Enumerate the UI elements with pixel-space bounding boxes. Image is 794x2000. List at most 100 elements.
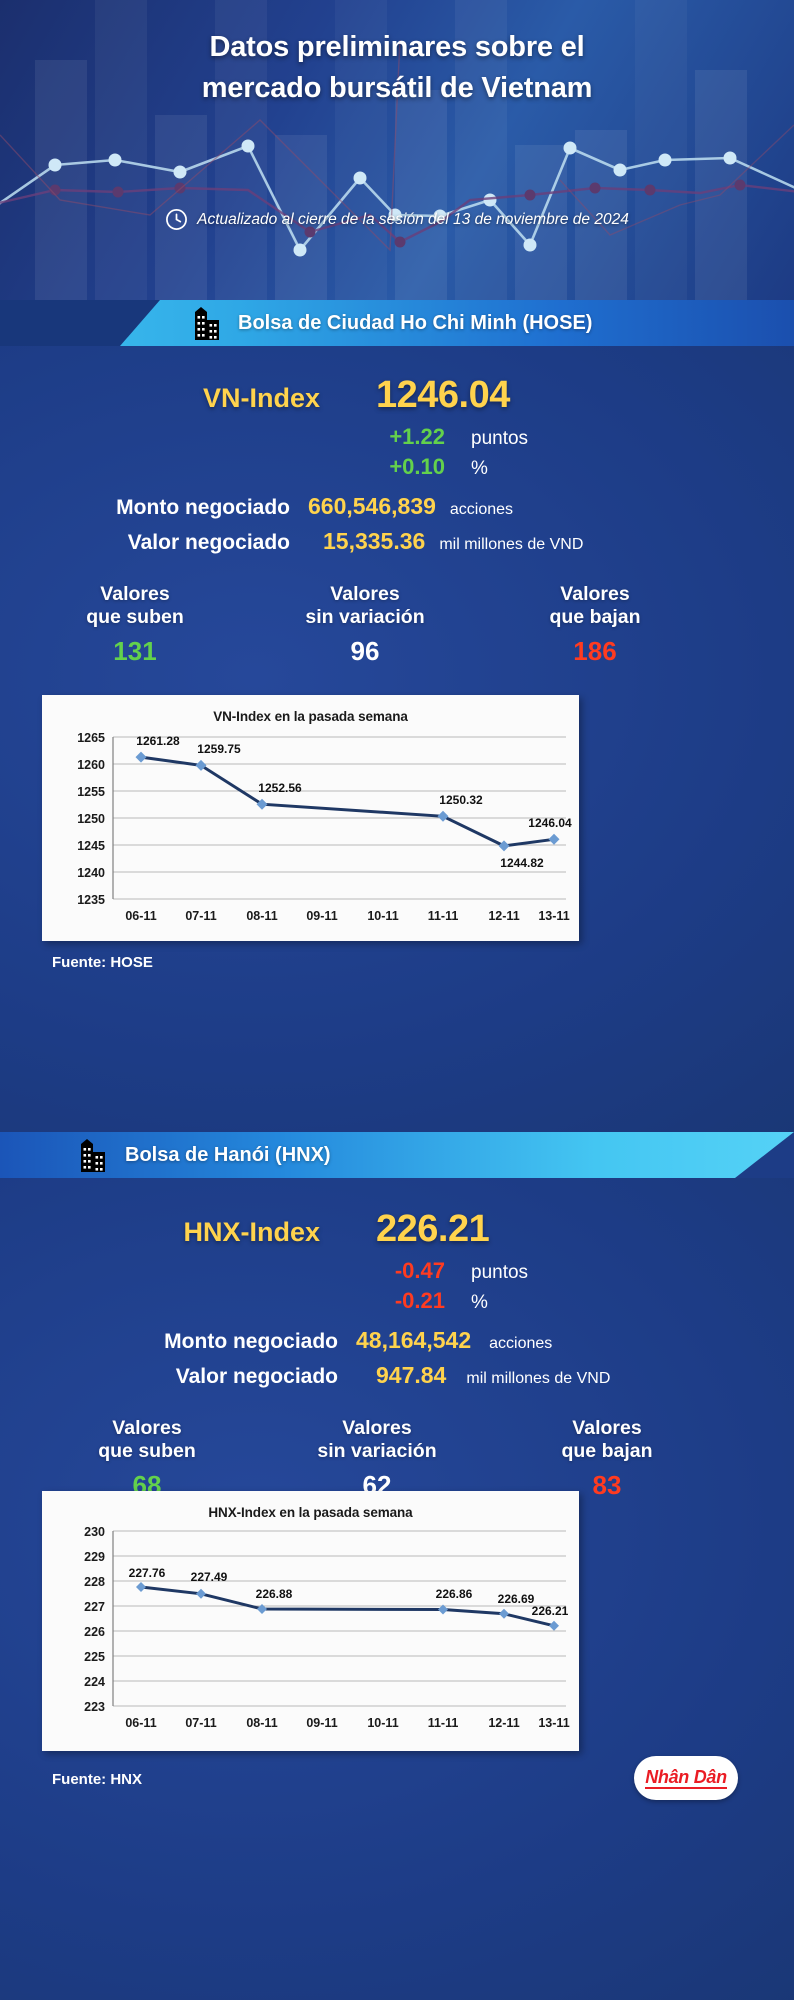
updated-text: Actualizado al cierre de la sesión del 1…: [197, 210, 629, 228]
hose-change-percent: +0.10: [389, 454, 445, 479]
svg-text:227.76: 227.76: [129, 1566, 166, 1580]
banner-label-hose: Bolsa de Ciudad Ho Chi Minh (HOSE): [238, 311, 593, 334]
svg-text:1265: 1265: [77, 731, 105, 745]
hose-change-points: +1.22: [389, 424, 445, 449]
svg-text:226: 226: [84, 1625, 105, 1639]
hnx-breadth-declining-label-1: Valores: [572, 1417, 642, 1439]
svg-text:226.21: 226.21: [532, 1604, 569, 1618]
hose-breadth: Valores que suben 131 Valores sin variac…: [20, 583, 710, 667]
svg-text:1246.04: 1246.04: [528, 816, 572, 830]
svg-text:11-11: 11-11: [428, 1716, 459, 1730]
page-title-line1: Datos preliminares sobre el: [209, 31, 585, 63]
svg-text:06-11: 06-11: [125, 1716, 156, 1730]
clock-icon: [166, 209, 188, 230]
svg-text:06-11: 06-11: [125, 909, 156, 923]
hose-value-label: Valor negociado: [127, 531, 290, 554]
svg-text:13-11: 13-11: [538, 909, 569, 923]
hnx-breadth-declining-value: 83: [592, 1469, 622, 1500]
svg-text:1260: 1260: [77, 758, 105, 772]
hose-change-points-unit: puntos: [471, 428, 529, 449]
svg-text:12-11: 12-11: [488, 1716, 519, 1730]
hnx-change-percent: -0.21: [394, 1288, 445, 1313]
svg-text:09-11: 09-11: [306, 909, 337, 923]
hnx-volume-label: Monto negociado: [164, 1330, 338, 1353]
svg-text:223: 223: [84, 1700, 105, 1714]
hnx-breadth-unchanged-label-1: Valores: [342, 1417, 412, 1439]
hose-index-headline: VN-Index 1246.04: [0, 374, 640, 417]
svg-text:1252.56: 1252.56: [258, 781, 302, 795]
hnx-breadth-unchanged: Valores sin variación 62: [262, 1417, 492, 1501]
svg-text:08-11: 08-11: [246, 1716, 277, 1730]
hose-change-points-row: +1.22 puntos: [0, 424, 640, 450]
svg-text:13-11: 13-11: [538, 1716, 569, 1730]
hose-value-value: 15,335.36: [323, 528, 426, 554]
svg-text:228: 228: [84, 1575, 105, 1589]
section-banner-hnx: Bolsa de Hanói (HNX): [0, 1132, 794, 1178]
svg-text:1250.32: 1250.32: [439, 793, 483, 807]
hose-breadth-unchanged-label-2: sin variación: [305, 606, 425, 629]
hose-volume-value: 660,546,839: [308, 493, 436, 519]
hnx-volume-value: 48,164,542: [356, 1327, 472, 1353]
hose-value-unit: mil millones de VND: [439, 536, 584, 553]
svg-text:226.86: 226.86: [436, 1587, 473, 1601]
hnx-breadth-unchanged-label-2: sin variación: [317, 1440, 437, 1463]
hose-index-value: 1246.04: [376, 374, 510, 416]
hero-banner: Datos preliminares sobre el mercado burs…: [0, 0, 794, 300]
hnx-change-percent-unit: %: [471, 1292, 488, 1313]
svg-text:09-11: 09-11: [306, 1716, 337, 1730]
svg-text:229: 229: [84, 1550, 105, 1564]
hose-value-row: Valor negociado 15,335.36 mil millones d…: [0, 528, 794, 555]
svg-text:07-11: 07-11: [185, 909, 216, 923]
hnx-value-row: Valor negociado 947.84 mil millones de V…: [0, 1362, 794, 1389]
hnx-index-name: HNX-Index: [183, 1217, 320, 1247]
hose-change-percent-unit: %: [471, 458, 488, 479]
chart-plot-hnxindex: 230 229 228 227 226 225 224 223 06-11 07…: [84, 1525, 570, 1730]
nhan-dan-logo-text: Nhân Dân: [645, 1766, 727, 1789]
hnx-breadth-declining: Valores que bajan 83: [492, 1417, 722, 1501]
banner-label-hnx: Bolsa de Hanói (HNX): [125, 1143, 331, 1166]
hose-breadth-advancing-value: 131: [113, 635, 157, 666]
svg-text:10-11: 10-11: [367, 1716, 398, 1730]
hose-breadth-unchanged-value: 96: [350, 635, 380, 666]
svg-text:1255: 1255: [77, 785, 105, 799]
chart-card-hnxindex: HNX-Index en la pasada semana 230 229 22…: [42, 1491, 579, 1751]
hnx-volume-unit: acciones: [489, 1335, 553, 1352]
svg-text:07-11: 07-11: [185, 1716, 216, 1730]
hnx-index-value: 226.21: [376, 1208, 490, 1250]
svg-text:12-11: 12-11: [488, 909, 519, 923]
hose-breadth-declining-label-1: Valores: [560, 583, 630, 605]
hnx-index-headline: HNX-Index 226.21: [0, 1208, 640, 1251]
hose-index-name: VN-Index: [202, 383, 320, 413]
svg-text:227.49: 227.49: [191, 1570, 228, 1584]
chart-card-vnindex: VN-Index en la pasada semana 1265 1260 1…: [42, 695, 579, 941]
hose-breadth-advancing-label-1: Valores: [100, 583, 170, 605]
building-icon: [195, 306, 219, 340]
svg-text:1261.28: 1261.28: [136, 734, 180, 748]
svg-text:11-11: 11-11: [428, 909, 459, 923]
svg-text:08-11: 08-11: [246, 909, 277, 923]
hose-volume-label: Monto negociado: [116, 496, 290, 519]
section-banner-hose: Bolsa de Ciudad Ho Chi Minh (HOSE): [0, 300, 794, 346]
chart-title-hnxindex: HNX-Index en la pasada semana: [208, 1505, 413, 1520]
hnx-change-points-row: -0.47 puntos: [0, 1258, 640, 1284]
hose-change-percent-row: +0.10 %: [0, 454, 640, 480]
nhan-dan-logo: Nhân Dân: [634, 1756, 738, 1800]
svg-text:226.69: 226.69: [498, 1592, 535, 1606]
svg-text:1245: 1245: [77, 839, 105, 853]
hnx-breadth: Valores que suben 68 Valores sin variaci…: [32, 1417, 722, 1501]
page-title-line2: mercado bursátil de Vietnam: [201, 72, 593, 105]
svg-text:226.88: 226.88: [256, 1587, 293, 1601]
svg-text:230: 230: [84, 1525, 105, 1539]
svg-text:225: 225: [84, 1650, 105, 1664]
svg-text:1240: 1240: [77, 866, 105, 880]
svg-text:227: 227: [84, 1600, 105, 1614]
hose-breadth-declining-label-2: que bajan: [549, 606, 641, 629]
page-title: Datos preliminares sobre el mercado burs…: [0, 27, 794, 109]
section-hnx: HNX-Index 226.21 -0.47 puntos -0.21 % Mo…: [0, 1178, 794, 2000]
svg-text:1250: 1250: [77, 812, 105, 826]
hnx-value-label: Valor negociado: [175, 1365, 338, 1388]
hero-decorative-lines: [0, 39, 794, 257]
hnx-breadth-advancing-label-1: Valores: [112, 1417, 182, 1439]
hose-breadth-advancing: Valores que suben 131: [20, 583, 250, 667]
section-hose: VN-Index 1246.04 +1.22 puntos +0.10 % Mo…: [0, 346, 794, 1132]
